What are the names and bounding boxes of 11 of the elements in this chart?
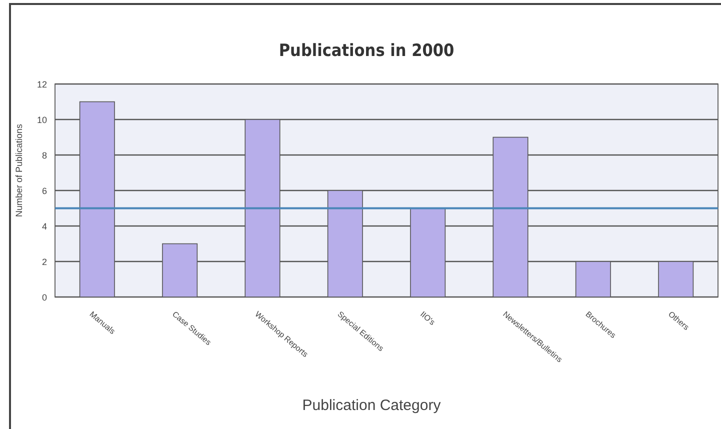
y-tick-label: 6 [42, 186, 47, 196]
y-tick-label: 4 [42, 222, 47, 232]
x-axis-title: Publication Category [302, 397, 442, 414]
y-tick-label: 12 [36, 80, 47, 90]
y-tick-label: 8 [42, 150, 47, 160]
y-tick-label: 10 [36, 115, 47, 125]
y-axis-title: Number of Publications [14, 123, 24, 218]
y-tick-label: 2 [42, 257, 47, 267]
x-tick-label: IIO's [418, 310, 437, 327]
chart-title: Publications in 2000 [278, 41, 454, 61]
y-tick-label: 0 [42, 292, 47, 302]
